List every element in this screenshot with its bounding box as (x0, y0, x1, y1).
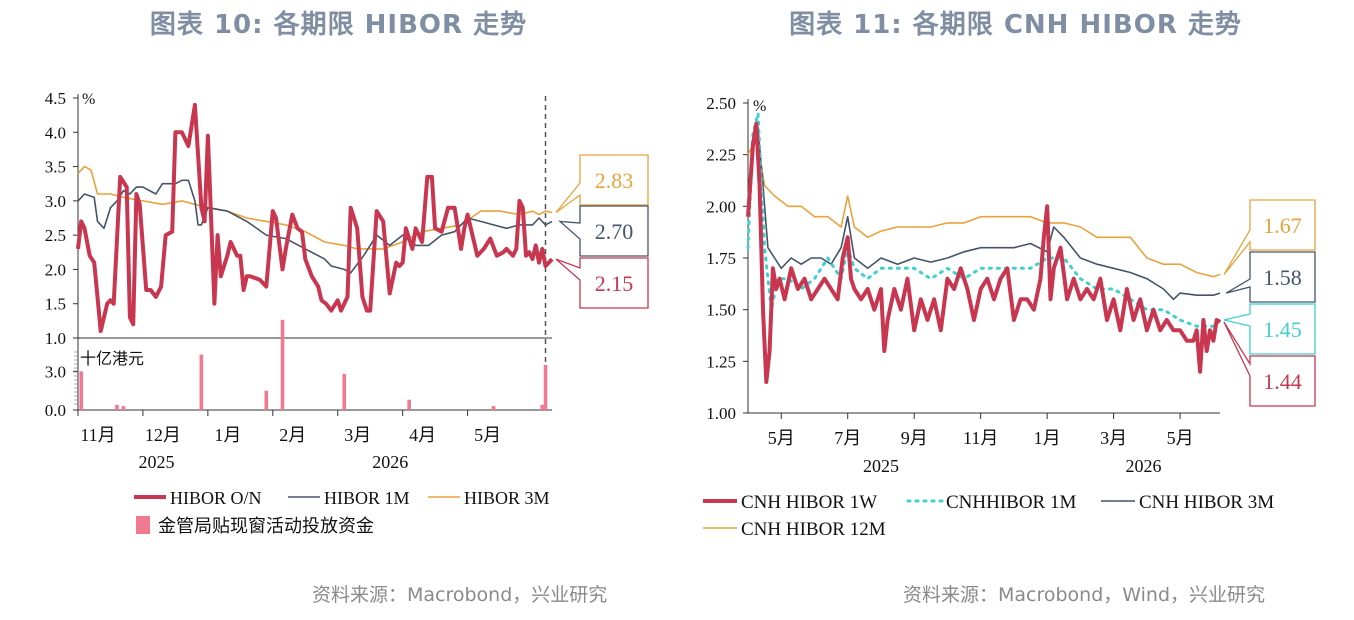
sub-y-tick-label: 0.0 (45, 401, 66, 420)
y-tick-label: 3.0 (45, 192, 66, 211)
left-chart-title: 图表 10: 各期限 HIBOR 走势 (149, 10, 528, 40)
legend-label: CNHHIBOR 1M (946, 492, 1076, 513)
hibor-chart: 4.5 4.0 3.5 3.0 2.5 2.0 1.5 1.0% 3.0 0.0 十亿港元 11月 12… (45, 89, 649, 536)
y-unit-label: % (82, 91, 95, 108)
x-year-label: 2026 (1126, 456, 1162, 476)
x-year-label: 2025 (138, 452, 174, 472)
series-line-cnh-hibor-1w (746, 121, 1222, 384)
value-callout-box (1225, 251, 1316, 303)
x-month-label: 1月 (1034, 428, 1061, 448)
left-chart-panel: 图表 10: 各期限 HIBOR 走势 4.5 4.0 3.5 3.0 2.5 2.0 1.… (45, 10, 649, 606)
discount-window-bar (280, 319, 285, 410)
x-month-label: 7月 (834, 428, 861, 448)
y-tick-label: 1.75 (706, 249, 736, 268)
value-callout-label: 1.45 (1263, 317, 1302, 342)
x-month-label: 3月 (1100, 428, 1127, 448)
y-tick-label: 4.0 (45, 123, 66, 142)
legend-label: HIBOR 3M (464, 488, 550, 508)
right-chart-panel: 图表 11: 各期限 CNH HIBOR 走势 2.50 2.25 2.00 1.75… (677, 0, 1354, 620)
discount-window-bar (543, 364, 548, 410)
right-source-note: 资料来源：Macrobond，Wind，兴业研究 (903, 584, 1266, 606)
series-line-hibor-1m (77, 179, 553, 274)
y-tick-label: 1.0 (45, 329, 66, 348)
discount-window-bar (540, 404, 545, 410)
value-callout-label: 2.70 (595, 219, 634, 244)
x-month-label: 5月 (768, 428, 795, 448)
value-callout-label: 1.58 (1263, 265, 1302, 290)
discount-window-bar (121, 406, 126, 410)
legend-label: 金管局贴现窗活动投放资金 (158, 516, 374, 536)
discount-window-bar (79, 371, 84, 410)
sub-y-unit-label: 十亿港元 (80, 350, 144, 368)
value-callout-box (1223, 199, 1316, 275)
x-month-label: 2月 (279, 425, 306, 445)
legend-label: CNH HIBOR 1W (741, 492, 877, 513)
y-tick-label: 2.25 (706, 146, 736, 165)
value-callout-box (1223, 321, 1316, 407)
discount-window-bar (491, 406, 496, 410)
x-month-label: 11月 (80, 425, 115, 445)
y-tick-label: 2.5 (45, 226, 66, 245)
value-callout-label: 2.15 (595, 271, 634, 296)
x-month-label: 3月 (344, 425, 371, 445)
discount-window-bar (407, 399, 411, 410)
x-month-label: 1月 (214, 425, 241, 445)
left-source-note: 资料来源：Macrobond，兴业研究 (312, 584, 608, 606)
y-tick-label: 1.00 (706, 404, 736, 423)
x-year-label: 2025 (863, 456, 899, 476)
right-chart-title: 图表 11: 各期限 CNH HIBOR 走势 (789, 10, 1242, 40)
x-month-label: 4月 (409, 425, 436, 445)
x-month-label: 9月 (901, 428, 928, 448)
legend-swatch-bar (136, 516, 150, 534)
x-year-label: 2026 (372, 452, 408, 472)
discount-window-bar (199, 354, 204, 410)
series-line-cnhhibor-1m (746, 111, 1222, 328)
y-tick-label: 2.50 (706, 94, 736, 113)
y-tick-label: 1.25 (706, 352, 736, 371)
sub-y-tick-label: 3.0 (45, 362, 66, 381)
legend-label: HIBOR 1M (324, 488, 410, 508)
legend-label: CNH HIBOR 12M (741, 519, 886, 540)
value-callout-label: 1.67 (1263, 213, 1302, 238)
series-line-hibor-3m (77, 165, 553, 250)
value-callout-label: 2.83 (595, 168, 634, 193)
x-month-label: 11月 (963, 428, 998, 448)
series-line-cnh-hibor-3m (747, 127, 1221, 301)
discount-window-bar (264, 390, 269, 410)
value-callout-box (1223, 303, 1316, 355)
discount-window-bar (342, 373, 347, 410)
value-callout-box (558, 205, 649, 257)
series-line-hibor-o-n (76, 102, 554, 334)
legend-label: HIBOR O/N (170, 488, 262, 508)
series-line-cnh-hibor-12m (747, 143, 1221, 278)
value-callout-box (555, 257, 649, 309)
discount-window-bar (115, 404, 119, 410)
value-callout-box (555, 154, 649, 214)
y-tick-label: 1.50 (706, 301, 736, 320)
cnh-hibor-chart: 2.50 2.25 2.00 1.75 1.50 1.25 1.00% 5月 7月 9月 11月 1月… (703, 94, 1316, 540)
x-month-label: 5月 (1167, 428, 1194, 448)
y-tick-label: 1.5 (45, 295, 66, 314)
y-tick-label: 2.00 (706, 197, 736, 216)
y-tick-label: 4.5 (45, 89, 66, 108)
x-month-label: 12月 (145, 425, 181, 445)
value-callout-label: 1.44 (1263, 369, 1302, 394)
legend-label: CNH HIBOR 3M (1139, 492, 1274, 513)
y-unit-label: % (753, 98, 766, 115)
x-month-label: 5月 (474, 425, 501, 445)
y-tick-label: 3.5 (45, 158, 66, 177)
y-tick-label: 2.0 (45, 260, 66, 279)
